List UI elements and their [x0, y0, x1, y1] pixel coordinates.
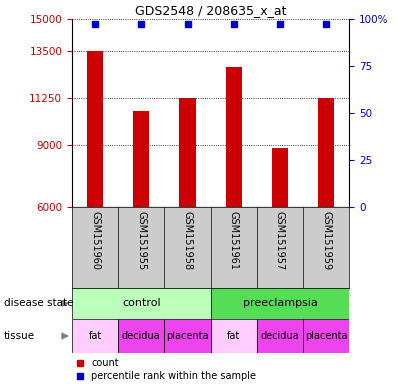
- Bar: [272, 148, 288, 207]
- Text: preeclampsia: preeclampsia: [242, 298, 317, 308]
- Bar: [211, 288, 349, 319]
- Text: placenta: placenta: [166, 331, 209, 341]
- Legend: count, percentile rank within the sample: count, percentile rank within the sample: [77, 358, 256, 381]
- Bar: [180, 98, 196, 207]
- Text: decidua: decidua: [122, 331, 161, 341]
- Text: GSM151955: GSM151955: [136, 211, 146, 271]
- Bar: [226, 67, 242, 207]
- Text: GSM151961: GSM151961: [229, 211, 239, 270]
- Text: GSM151957: GSM151957: [275, 211, 285, 271]
- Bar: [72, 319, 118, 353]
- Text: GSM151959: GSM151959: [321, 211, 331, 270]
- Text: disease state: disease state: [4, 298, 74, 308]
- Text: tissue: tissue: [4, 331, 35, 341]
- Bar: [257, 319, 303, 353]
- Bar: [72, 288, 211, 319]
- Text: fat: fat: [88, 331, 102, 341]
- Text: decidua: decidua: [261, 331, 299, 341]
- Text: fat: fat: [227, 331, 240, 341]
- Text: GSM151958: GSM151958: [182, 211, 192, 270]
- Bar: [118, 319, 164, 353]
- Text: placenta: placenta: [305, 331, 347, 341]
- Bar: [318, 98, 334, 207]
- Bar: [87, 51, 103, 207]
- Text: control: control: [122, 298, 161, 308]
- Title: GDS2548 / 208635_x_at: GDS2548 / 208635_x_at: [135, 3, 286, 17]
- Text: GSM151960: GSM151960: [90, 211, 100, 270]
- Bar: [133, 111, 149, 207]
- Bar: [303, 319, 349, 353]
- Bar: [211, 319, 257, 353]
- Bar: [164, 319, 211, 353]
